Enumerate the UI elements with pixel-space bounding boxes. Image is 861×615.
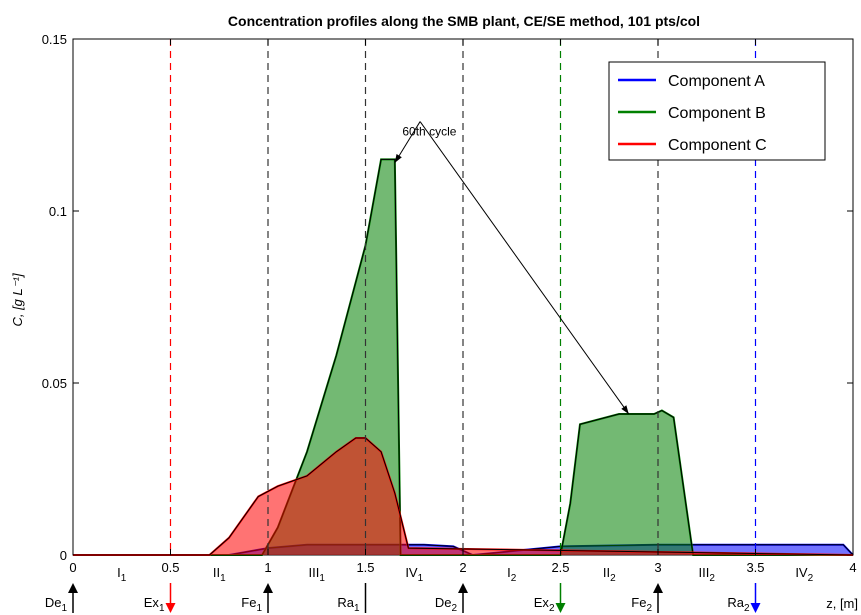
port-arrowhead xyxy=(750,603,761,613)
zone-label: III2 xyxy=(699,565,716,584)
port-arrowhead xyxy=(165,603,176,613)
port-label-de1: De1 xyxy=(45,595,68,614)
x-tick-label: 2.5 xyxy=(551,560,569,575)
zone-label: III1 xyxy=(309,565,326,584)
port-labels-layer: De1 Ex1 Fe1 Ra1 De2 Ex2 Fe2 Ra2 xyxy=(45,583,761,614)
y-tick-label: 0.1 xyxy=(49,204,67,219)
y-axis-label: C, [g L⁻¹] xyxy=(10,273,25,326)
x-axis-label: z, [m] xyxy=(826,596,858,611)
zone-label: II1 xyxy=(213,565,226,584)
zone-label: IV1 xyxy=(405,565,423,584)
legend-label-component-c: Component C xyxy=(668,137,767,154)
port-label-ex1: Ex1 xyxy=(144,595,165,614)
zone-label: I1 xyxy=(117,565,127,584)
x-tick-label: 1.5 xyxy=(356,560,374,575)
y-tick-label: 0 xyxy=(60,548,67,563)
x-tick-label: 1 xyxy=(264,560,271,575)
x-tick-label: 0.5 xyxy=(161,560,179,575)
y-tick-label: 0.05 xyxy=(42,376,67,391)
port-label-de2: De2 xyxy=(435,595,458,614)
port-label-fe1: Fe1 xyxy=(241,595,262,614)
component-b-area xyxy=(73,159,853,555)
port-arrowhead xyxy=(555,603,566,613)
chart-title: Concentration profiles along the SMB pla… xyxy=(228,13,700,29)
annotations-layer: 60th cycle xyxy=(394,121,630,415)
legend-label-component-b: Component B xyxy=(668,105,766,122)
port-label-fe2: Fe2 xyxy=(631,595,652,614)
port-arrowhead xyxy=(653,583,663,593)
x-tick-label: 2 xyxy=(459,560,466,575)
zone-labels-layer: I1 II1 III1 IV1 I2 II2 III2 IV2 xyxy=(117,565,813,584)
ticks-layer: 0 0.5 1 1.5 2 2.5 3 3.5 4 0 0.05 0.1 0.15 xyxy=(42,32,857,575)
port-arrowhead xyxy=(263,583,273,593)
y-tick-label: 0.15 xyxy=(42,32,67,47)
x-tick-label: 4 xyxy=(849,560,856,575)
port-label-ra2: Ra2 xyxy=(727,595,750,614)
port-label-ra1: Ra1 xyxy=(337,595,360,614)
zone-label: II2 xyxy=(603,565,616,584)
port-arrowhead xyxy=(68,583,78,593)
x-tick-label: 0 xyxy=(69,560,76,575)
port-arrowhead xyxy=(458,583,468,593)
annotation-arrow xyxy=(419,121,630,415)
x-tick-label: 3.5 xyxy=(746,560,764,575)
zone-label: IV2 xyxy=(795,565,813,584)
port-label-ex2: Ex2 xyxy=(534,595,555,614)
legend: Component A Component B Component C xyxy=(608,61,826,161)
x-tick-label: 3 xyxy=(654,560,661,575)
annotation-arrowhead xyxy=(394,154,402,163)
component-c-envelope xyxy=(73,437,854,556)
annotation-arrowhead xyxy=(621,405,629,414)
zone-label: I2 xyxy=(507,565,517,584)
legend-label-component-a: Component A xyxy=(668,73,765,90)
